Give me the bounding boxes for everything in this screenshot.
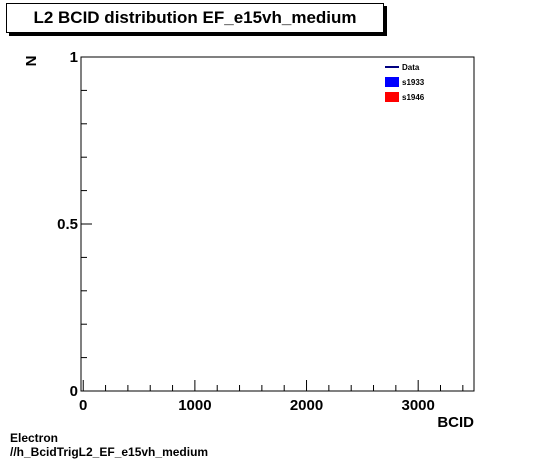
x-tick-label: 3000 xyxy=(401,397,434,414)
plot-frame xyxy=(80,56,475,392)
legend-fill-marker xyxy=(385,77,399,87)
legend-entry-data: Data xyxy=(385,63,420,72)
y-tick-label: 1 xyxy=(70,49,78,66)
legend-label: s1946 xyxy=(402,93,425,102)
x-tick-label: 2000 xyxy=(290,397,323,414)
legend-label: Data xyxy=(402,63,420,72)
x-tick-label: 0 xyxy=(79,397,87,414)
y-tick-label: 0 xyxy=(70,383,78,400)
footer-histogram-path: //h_BcidTrigL2_EF_e15vh_medium xyxy=(10,445,209,459)
y-axis-label: N xyxy=(23,56,40,67)
legend-entry-s1946: s1946 xyxy=(385,92,425,102)
chart-title-box: L2 BCID distribution EF_e15vh_medium xyxy=(6,3,384,33)
axis-tick-labels: 0 1000 2000 3000 0 0.5 1 xyxy=(57,49,435,414)
x-axis-label: BCID xyxy=(437,414,474,431)
chart-title: L2 BCID distribution EF_e15vh_medium xyxy=(33,8,357,27)
legend-entry-s1933: s1933 xyxy=(385,77,425,87)
footer-category: Electron xyxy=(10,431,59,445)
legend-label: s1933 xyxy=(402,78,425,87)
y-tick-label: 0.5 xyxy=(57,216,78,233)
x-tick-label: 1000 xyxy=(178,397,211,414)
legend-fill-marker xyxy=(385,92,399,102)
legend: Data s1933 s1946 xyxy=(385,63,425,102)
axis-ticks xyxy=(81,56,464,392)
